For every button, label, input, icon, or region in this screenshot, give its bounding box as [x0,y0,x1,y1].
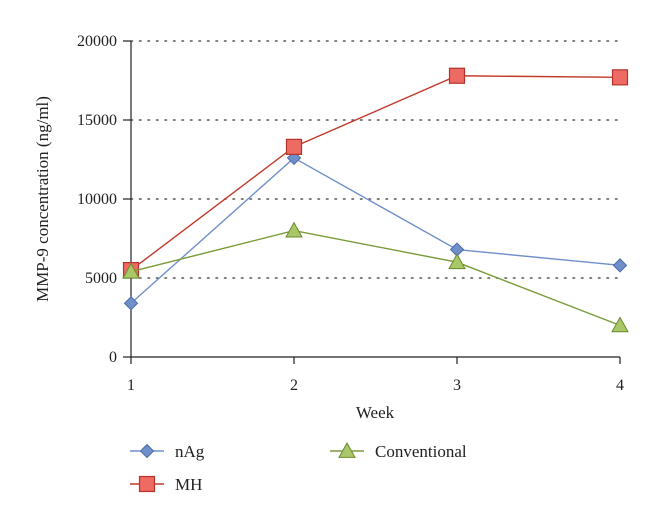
y-ticks: 0 5000 10000 15000 20000 [77,33,131,366]
data-point-triangle [448,253,466,270]
x-tick-label: 4 [616,377,624,394]
series-nag [123,150,628,311]
series-line [130,75,621,271]
legend-marker-diamond [139,443,155,459]
series-line [130,157,621,304]
data-point-diamond [123,296,139,311]
y-tick-label: 15000 [77,112,117,129]
axes [130,41,620,358]
x-tick-label: 2 [290,377,298,394]
data-point-square [611,69,629,86]
data-point-triangle [285,221,303,238]
data-point-square [448,67,466,84]
data-point-triangle [611,316,629,333]
x-tick-label: 3 [453,377,461,394]
data-point-triangle [122,262,140,279]
x-axis-title: Week [356,403,395,422]
data-point-square [285,138,303,155]
legend-item: MH [130,475,202,494]
grid-lines [130,40,621,279]
x-tick-label: 1 [127,377,135,394]
legend-marker-triangle [338,441,356,458]
legend-label: MH [175,475,202,494]
y-axis-title: MMP-9 concentration (ng/ml) [33,96,52,302]
legend-marker-square [138,475,156,493]
legend: nAg MH Conventional [130,441,467,494]
data-point-diamond [612,258,628,273]
series-line [130,229,621,327]
series-group [122,67,629,333]
y-tick-label: 10000 [77,191,117,208]
series-conventional [122,221,629,333]
y-tick-label: 5000 [85,270,117,287]
y-tick-label: 0 [109,349,117,366]
legend-item: Conventional [330,441,467,461]
y-tick-label: 20000 [77,33,117,50]
legend-item: nAg [130,442,205,461]
legend-label: nAg [175,442,205,461]
legend-label: Conventional [375,442,467,461]
x-ticks: 1 2 3 4 [127,357,624,394]
